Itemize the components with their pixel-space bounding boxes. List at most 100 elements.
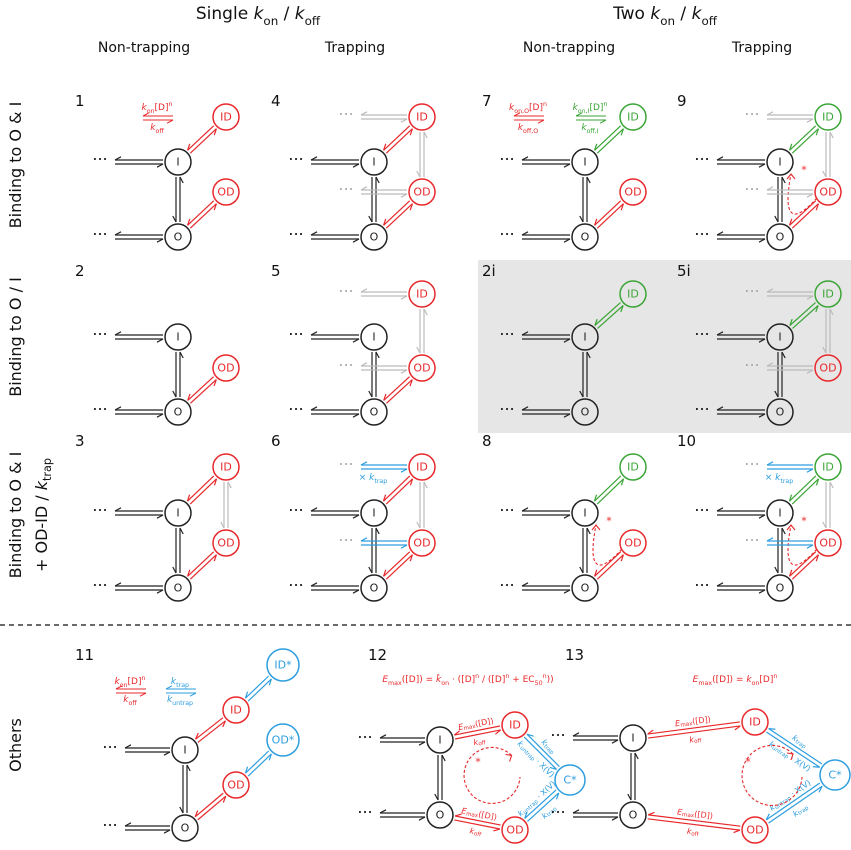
arrow xyxy=(360,461,368,466)
arrow xyxy=(647,818,740,831)
arrow xyxy=(383,551,411,577)
text-part: n xyxy=(543,101,547,108)
text-part: Binding to O / I xyxy=(6,277,25,397)
ellipsis: ··· xyxy=(550,803,565,822)
arrow xyxy=(791,203,819,229)
arrow xyxy=(521,406,529,411)
arrow xyxy=(789,218,793,226)
text-part: k xyxy=(123,695,129,705)
state-label: O xyxy=(776,231,785,244)
text-part: max xyxy=(698,680,712,687)
ellipsis: ··· xyxy=(288,325,303,344)
arrow xyxy=(758,163,766,168)
arrow xyxy=(166,119,174,124)
state-label: I xyxy=(183,744,186,757)
arrow xyxy=(352,163,360,168)
arrow xyxy=(818,786,823,793)
text-part: trap xyxy=(797,805,810,817)
arrow xyxy=(186,764,191,772)
state-node xyxy=(212,354,240,382)
row-title: Binding to O / I xyxy=(6,277,25,397)
arrow xyxy=(187,125,215,151)
column-title: Non-trapping xyxy=(98,40,190,56)
arrow xyxy=(586,527,591,535)
rate-label: kon[D]n xyxy=(114,675,145,689)
state-label: OD xyxy=(227,779,244,792)
panel-number: 4 xyxy=(271,92,281,110)
arrow xyxy=(310,507,318,512)
state-label: ID xyxy=(627,111,639,124)
arrow xyxy=(409,379,413,387)
star: * xyxy=(801,515,807,528)
text-part: · X(V) xyxy=(533,779,557,802)
text-part: k xyxy=(686,826,692,836)
arrow xyxy=(596,203,624,229)
arrow xyxy=(222,795,227,803)
arrow xyxy=(766,362,774,367)
rate-label: koff xyxy=(123,695,137,707)
star: * xyxy=(801,164,807,177)
text-part: ([D]) xyxy=(692,714,712,725)
arrow xyxy=(758,589,766,594)
state-label: ID xyxy=(416,288,428,301)
text-part: off xyxy=(478,740,486,747)
arrow xyxy=(822,170,827,178)
arrow xyxy=(423,481,428,489)
arrow xyxy=(179,351,184,359)
arrow xyxy=(454,819,501,830)
arrow xyxy=(352,413,360,418)
arrow xyxy=(360,186,368,191)
arrow xyxy=(156,589,164,594)
arrow xyxy=(594,125,622,151)
arrow xyxy=(596,554,624,580)
text-part: k xyxy=(692,4,703,24)
ellipsis: ··· xyxy=(338,356,353,375)
state-node xyxy=(741,708,769,736)
state-label: OD xyxy=(217,186,234,199)
arrow xyxy=(352,238,360,243)
state-label: I xyxy=(372,507,375,520)
arrow xyxy=(360,111,368,116)
arrow xyxy=(114,507,122,512)
text-part: trap xyxy=(794,739,807,751)
arrow xyxy=(220,521,225,529)
arrow xyxy=(172,566,177,574)
arrow xyxy=(187,218,191,226)
arrow xyxy=(521,582,529,587)
text-part: + EC xyxy=(509,675,534,685)
text-part: ([D]) xyxy=(694,809,714,820)
dashed-pathway-head xyxy=(591,524,601,531)
text-part: Two xyxy=(612,4,650,24)
arrow xyxy=(441,754,446,762)
arrow xyxy=(245,675,270,699)
arrow xyxy=(524,811,528,819)
arrow xyxy=(227,481,232,489)
text-part: k xyxy=(791,808,800,818)
state-label: I xyxy=(176,507,179,520)
text-part: k xyxy=(295,4,306,24)
arrow xyxy=(310,582,318,587)
arrow xyxy=(194,792,224,818)
arrow xyxy=(575,112,583,117)
panel-number: 5i xyxy=(677,262,691,280)
arrow xyxy=(382,494,387,502)
text-part: max xyxy=(682,812,696,820)
text-part: trap xyxy=(542,744,555,757)
rate-label: Emax([D]) = k̂on · ([D]n / ([D]n + EC50n… xyxy=(382,673,553,687)
ellipsis: ··· xyxy=(92,225,107,244)
arrow xyxy=(620,305,624,313)
arrow xyxy=(114,156,122,161)
arrow xyxy=(597,305,624,329)
ellipsis: ··· xyxy=(744,180,759,199)
state-node xyxy=(171,814,199,842)
arrow xyxy=(189,478,217,505)
ellipsis: ··· xyxy=(499,576,514,595)
arrow xyxy=(620,128,624,136)
arrow xyxy=(620,203,624,211)
arrow xyxy=(268,678,272,686)
arrow xyxy=(815,554,819,562)
state-label: I xyxy=(372,331,375,344)
text-part: · X(V) xyxy=(532,755,556,779)
ellipsis: ··· xyxy=(694,225,709,244)
arrow xyxy=(555,792,560,800)
